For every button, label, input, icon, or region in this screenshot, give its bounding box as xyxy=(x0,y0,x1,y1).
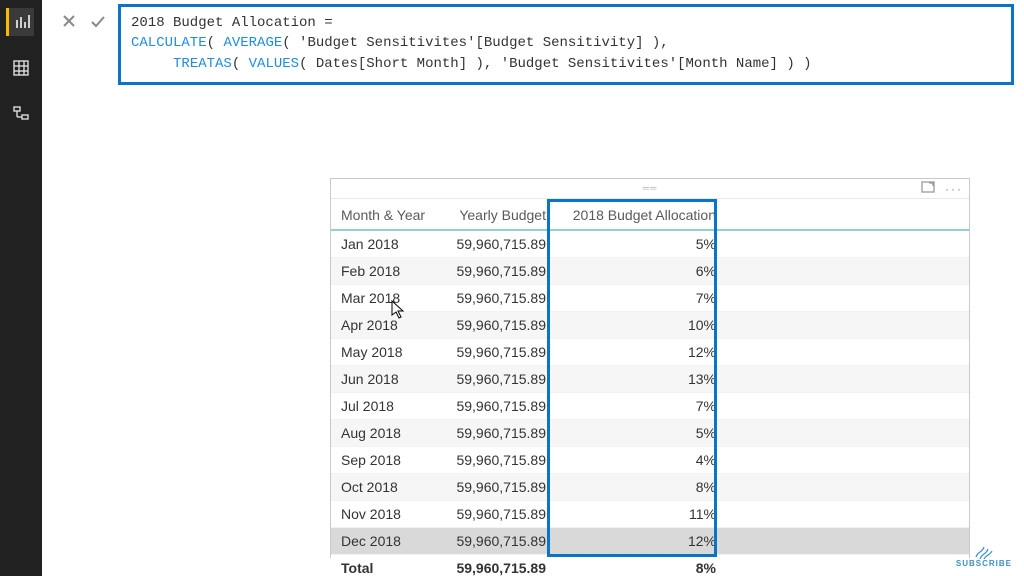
cell-month: Dec 2018 xyxy=(331,528,441,555)
cell-allocation: 12% xyxy=(556,339,726,366)
col-spacer xyxy=(726,199,969,230)
cell-allocation: 5% xyxy=(556,230,726,258)
col-header-allocation[interactable]: 2018 Budget Allocation xyxy=(556,199,726,230)
cell-month: Mar 2018 xyxy=(331,285,441,312)
report-canvas: 2018 Budget Allocation = CALCULATE( AVER… xyxy=(42,0,1024,576)
table-row[interactable]: Jun 201859,960,715.8913% xyxy=(331,366,969,393)
cell-month: Apr 2018 xyxy=(331,312,441,339)
cell-month: Jul 2018 xyxy=(331,393,441,420)
cell-month: May 2018 xyxy=(331,339,441,366)
budget-table: Month & Year Yearly Budget 2018 Budget A… xyxy=(331,199,969,576)
cell-total-allocation: 8% xyxy=(556,555,726,576)
table-visual[interactable]: ══ ··· Month & Year Yearly Budget 2018 B… xyxy=(330,178,970,558)
cell-budget: 59,960,715.89 xyxy=(441,501,556,528)
cell-total-label: Total xyxy=(331,555,441,576)
table-row[interactable]: Mar 201859,960,715.897% xyxy=(331,285,969,312)
table-row[interactable]: Oct 201859,960,715.898% xyxy=(331,474,969,501)
cell-allocation: 13% xyxy=(556,366,726,393)
formula-bar[interactable]: 2018 Budget Allocation = CALCULATE( AVER… xyxy=(118,4,1014,85)
cell-month: Oct 2018 xyxy=(331,474,441,501)
cell-budget: 59,960,715.89 xyxy=(441,393,556,420)
cell-allocation: 10% xyxy=(556,312,726,339)
cell-month: Sep 2018 xyxy=(331,447,441,474)
cell-allocation: 5% xyxy=(556,420,726,447)
col-header-yearly-budget[interactable]: Yearly Budget xyxy=(441,199,556,230)
table-total-row: Total59,960,715.898% xyxy=(331,555,969,576)
cell-budget: 59,960,715.89 xyxy=(441,339,556,366)
cell-budget: 59,960,715.89 xyxy=(441,528,556,555)
cell-allocation: 8% xyxy=(556,474,726,501)
cell-budget: 59,960,715.89 xyxy=(441,230,556,258)
subscribe-watermark: SUBSCRIBE xyxy=(956,541,1012,568)
table-row[interactable]: Nov 201859,960,715.8911% xyxy=(331,501,969,528)
cell-budget: 59,960,715.89 xyxy=(441,447,556,474)
cell-budget: 59,960,715.89 xyxy=(441,258,556,285)
visual-drag-handle-icon[interactable]: ══ xyxy=(634,183,666,189)
left-nav-rail xyxy=(0,0,42,576)
nav-model-icon[interactable] xyxy=(7,100,35,128)
cell-month: Aug 2018 xyxy=(331,420,441,447)
formula-cancel-icon[interactable] xyxy=(62,14,76,33)
cell-allocation: 7% xyxy=(556,285,726,312)
cell-budget: 59,960,715.89 xyxy=(441,474,556,501)
table-row[interactable]: Jan 201859,960,715.895% xyxy=(331,230,969,258)
cell-budget: 59,960,715.89 xyxy=(441,285,556,312)
cell-month: Nov 2018 xyxy=(331,501,441,528)
focus-mode-icon[interactable] xyxy=(921,181,935,196)
cell-allocation: 6% xyxy=(556,258,726,285)
table-row[interactable]: Sep 201859,960,715.894% xyxy=(331,447,969,474)
formula-measure-name: 2018 Budget Allocation xyxy=(131,15,316,31)
nav-report-icon[interactable] xyxy=(6,8,34,36)
cell-budget: 59,960,715.89 xyxy=(441,312,556,339)
table-row[interactable]: Jul 201859,960,715.897% xyxy=(331,393,969,420)
cell-allocation: 12% xyxy=(556,528,726,555)
col-header-month[interactable]: Month & Year xyxy=(331,199,441,230)
formula-commit-icon[interactable] xyxy=(90,14,106,33)
cell-month: Jun 2018 xyxy=(331,366,441,393)
table-row[interactable]: Dec 201859,960,715.8912% xyxy=(331,528,969,555)
formula-bar-region: 2018 Budget Allocation = CALCULATE( AVER… xyxy=(62,4,1014,85)
cell-budget: 59,960,715.89 xyxy=(441,366,556,393)
cell-allocation: 4% xyxy=(556,447,726,474)
nav-data-icon[interactable] xyxy=(7,54,35,82)
cell-month: Jan 2018 xyxy=(331,230,441,258)
cell-month: Feb 2018 xyxy=(331,258,441,285)
cell-total-budget: 59,960,715.89 xyxy=(441,555,556,576)
more-options-icon[interactable]: ··· xyxy=(945,182,963,196)
table-row[interactable]: May 201859,960,715.8912% xyxy=(331,339,969,366)
table-row[interactable]: Feb 201859,960,715.896% xyxy=(331,258,969,285)
cell-allocation: 11% xyxy=(556,501,726,528)
table-row[interactable]: Aug 201859,960,715.895% xyxy=(331,420,969,447)
table-row[interactable]: Apr 201859,960,715.8910% xyxy=(331,312,969,339)
cell-budget: 59,960,715.89 xyxy=(441,420,556,447)
cell-allocation: 7% xyxy=(556,393,726,420)
